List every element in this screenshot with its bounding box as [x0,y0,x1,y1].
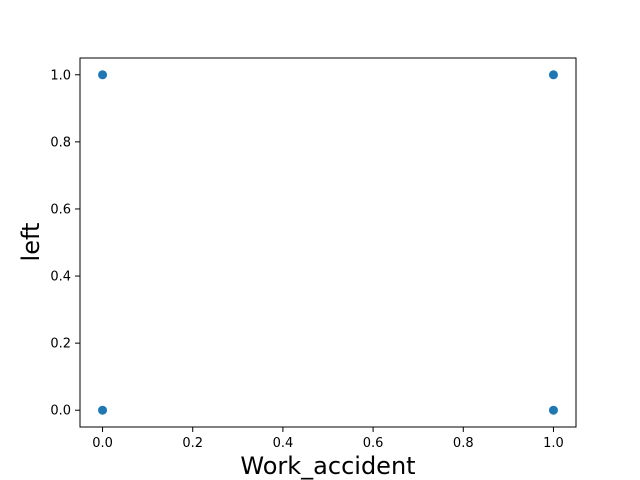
y-tick-label: 0.8 [50,135,71,150]
plot-frame [79,57,577,428]
x-tick-label: 0.2 [182,436,203,451]
y-tick-label: 0.4 [50,270,71,285]
y-tick-label: 1.0 [50,68,71,83]
data-point [98,70,108,80]
x-axis-title: Work_accident [240,452,415,480]
y-axis-title: left [17,223,45,262]
y-tick-label: 0.0 [50,404,71,419]
x-tick-label: 0.8 [453,436,474,451]
x-tick-label: 1.0 [543,436,564,451]
x-tick-label: 0.4 [273,436,294,451]
x-axis: 0.0 0.2 0.4 0.6 0.8 1.0 [92,427,564,451]
x-tick-label: 0.6 [363,436,384,451]
x-tick-label: 0.0 [92,436,113,451]
plot-area [98,70,558,415]
y-tick-label: 0.6 [50,202,71,217]
y-axis: 0.0 0.2 0.4 0.6 0.8 1.0 [50,68,80,419]
data-point [548,70,558,80]
data-point [548,405,558,415]
data-point [98,405,108,415]
y-tick-label: 0.2 [50,337,71,352]
